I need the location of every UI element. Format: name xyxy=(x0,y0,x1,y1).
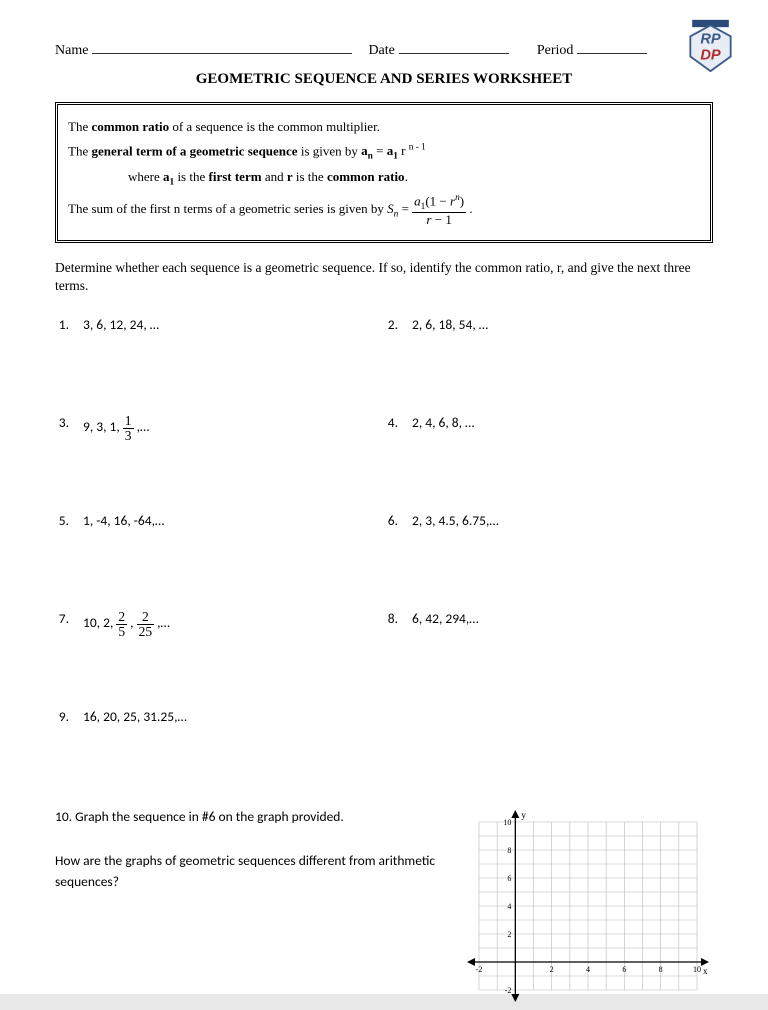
problem-text: 1, -4, 16, -64,… xyxy=(83,512,164,529)
date-label: Date xyxy=(368,43,394,59)
svg-text:RP: RP xyxy=(700,32,721,48)
box-line-where: where a1 is the first term and r is the … xyxy=(128,167,700,190)
q10-line1: 10. Graph the sequence in #6 on the grap… xyxy=(55,806,439,828)
problem-text: 2, 6, 18, 54, … xyxy=(412,316,488,333)
box-line-common-ratio: The common ratio of a sequence is the co… xyxy=(68,117,700,137)
rpdp-logo: RP DP xyxy=(683,18,738,73)
worksheet-title: GEOMETRIC SEQUENCE AND SERIES WORKSHEET xyxy=(55,71,713,88)
coordinate-graph[interactable]: -2 2 4 6 8 10 -2 2 4 6 8 10 y x xyxy=(463,806,713,1006)
problem-text: 3, 6, 12, 24, … xyxy=(83,316,159,333)
problem-number: 4. xyxy=(384,414,398,431)
period-blank[interactable] xyxy=(577,40,647,54)
problem-5: 5. 1, -4, 16, -64,… xyxy=(55,512,384,610)
box-line-sum: The sum of the first n terms of a geomet… xyxy=(68,194,700,226)
problem-4: 4. 2, 4, 6, 8, … xyxy=(384,414,713,512)
svg-text:2: 2 xyxy=(507,930,511,939)
problem-number: 8. xyxy=(384,610,398,627)
problem-text: 2, 4, 6, 8, … xyxy=(412,414,474,431)
svg-text:2: 2 xyxy=(550,965,554,974)
problem-8: 8. 6, 42, 294,… xyxy=(384,610,713,708)
problem-text: 6, 42, 294,… xyxy=(412,610,479,627)
period-label: Period xyxy=(537,43,574,59)
problem-1: 1. 3, 6, 12, 24, … xyxy=(55,316,384,414)
svg-text:4: 4 xyxy=(586,965,590,974)
problem-7: 7. 10, 2, 25 , 225 ,… xyxy=(55,610,384,708)
problem-number: 6. xyxy=(384,512,398,529)
question-10: 10. Graph the sequence in #6 on the grap… xyxy=(55,806,713,1006)
problem-number: 2. xyxy=(384,316,398,333)
problem-text: 16, 20, 25, 31.25,… xyxy=(83,708,187,725)
svg-text:8: 8 xyxy=(659,965,663,974)
svg-text:4: 4 xyxy=(507,902,511,911)
q10-line2: How are the graphs of geometric sequence… xyxy=(55,850,439,893)
problem-number: 7. xyxy=(55,610,69,627)
name-label: Name xyxy=(55,43,88,59)
header-fields: Name Date Period xyxy=(55,40,713,59)
problem-number: 9. xyxy=(55,708,69,725)
date-blank[interactable] xyxy=(399,40,509,54)
box-line-general-term: The general term of a geometric sequence… xyxy=(68,141,700,164)
problem-2: 2. 2, 6, 18, 54, … xyxy=(384,316,713,414)
problems-grid: 1. 3, 6, 12, 24, … 2. 2, 6, 18, 54, … 3. 9, 3… xyxy=(55,316,713,798)
problem-number: 3. xyxy=(55,414,69,431)
svg-text:6: 6 xyxy=(622,965,626,974)
problem-number: 5. xyxy=(55,512,69,529)
svg-text:8: 8 xyxy=(507,846,511,855)
instructions: Determine whether each sequence is a geo… xyxy=(55,259,713,294)
svg-text:-2: -2 xyxy=(505,986,512,995)
problem-6: 6. 2, 3, 4.5, 6.75,… xyxy=(384,512,713,610)
problem-text: 10, 2, 25 , 225 ,… xyxy=(83,610,170,638)
svg-text:x: x xyxy=(703,966,708,976)
svg-text:DP: DP xyxy=(700,47,721,63)
formula-box: The common ratio of a sequence is the co… xyxy=(55,102,713,243)
problem-text: 9, 3, 1, 13 ,… xyxy=(83,414,149,442)
svg-text:-2: -2 xyxy=(476,965,483,974)
svg-text:6: 6 xyxy=(507,874,511,883)
problem-number: 1. xyxy=(55,316,69,333)
problem-3: 3. 9, 3, 1, 13 ,… xyxy=(55,414,384,512)
problem-text: 2, 3, 4.5, 6.75,… xyxy=(412,512,499,529)
problem-9: 9. 16, 20, 25, 31.25,… xyxy=(55,708,713,798)
name-blank[interactable] xyxy=(92,40,352,54)
worksheet-page: RP DP Name Date Period GEOMETRIC SEQUENC… xyxy=(0,0,768,994)
svg-text:10: 10 xyxy=(693,965,701,974)
svg-text:10: 10 xyxy=(503,818,511,827)
svg-text:y: y xyxy=(521,810,526,820)
